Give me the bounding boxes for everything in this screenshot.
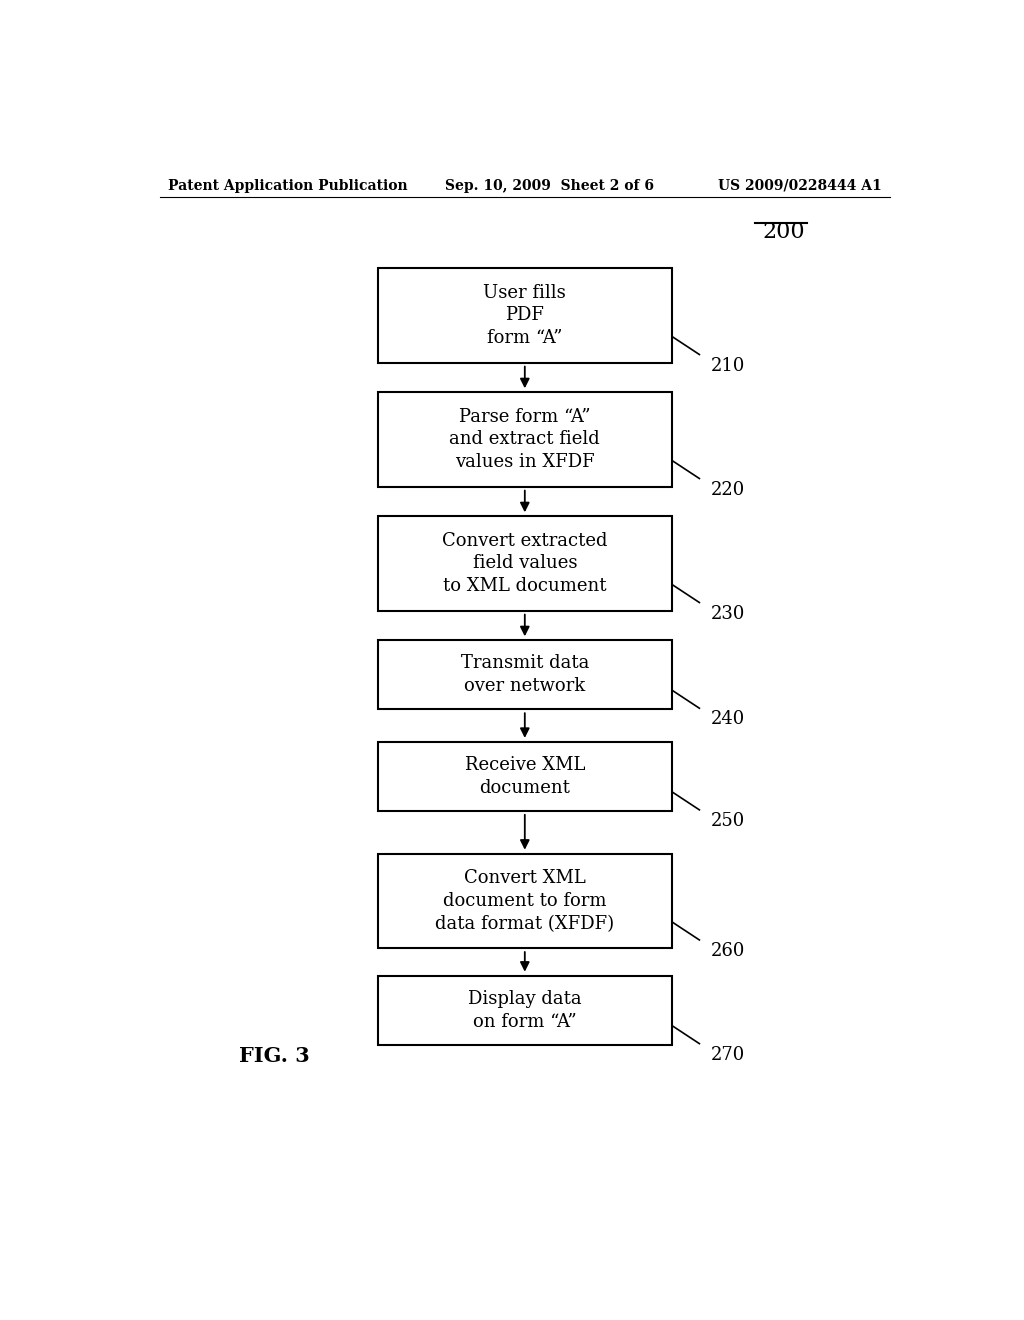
Bar [378, 268, 672, 363]
Text: Convert extracted
field values
to XML document: Convert extracted field values to XML do… [442, 532, 607, 595]
Bar [378, 392, 672, 487]
Text: FIG. 3: FIG. 3 [240, 1045, 310, 1065]
Text: Transmit data
over network: Transmit data over network [461, 655, 589, 696]
Bar [378, 742, 672, 810]
Text: Sep. 10, 2009  Sheet 2 of 6: Sep. 10, 2009 Sheet 2 of 6 [445, 178, 654, 193]
Text: US 2009/0228444 A1: US 2009/0228444 A1 [718, 178, 882, 193]
Bar [378, 640, 672, 709]
Bar [378, 975, 672, 1044]
Text: 250: 250 [712, 812, 745, 830]
Text: 270: 270 [712, 1045, 745, 1064]
Text: Convert XML
document to form
data format (XFDF): Convert XML document to form data format… [435, 869, 614, 933]
Text: Patent Application Publication: Patent Application Publication [168, 178, 408, 193]
Text: Display data
on form “A”: Display data on form “A” [468, 990, 582, 1031]
Text: 230: 230 [712, 605, 745, 623]
Bar [378, 516, 672, 611]
Text: Receive XML
document: Receive XML document [465, 756, 585, 797]
Text: 260: 260 [712, 942, 745, 960]
Text: 240: 240 [712, 710, 745, 729]
Text: User fills
PDF
form “A”: User fills PDF form “A” [483, 284, 566, 347]
Text: 210: 210 [712, 356, 745, 375]
Text: Parse form “A”
and extract field
values in XFDF: Parse form “A” and extract field values … [450, 408, 600, 471]
Text: 220: 220 [712, 480, 745, 499]
Text: 200: 200 [763, 222, 806, 243]
Bar [378, 854, 672, 948]
